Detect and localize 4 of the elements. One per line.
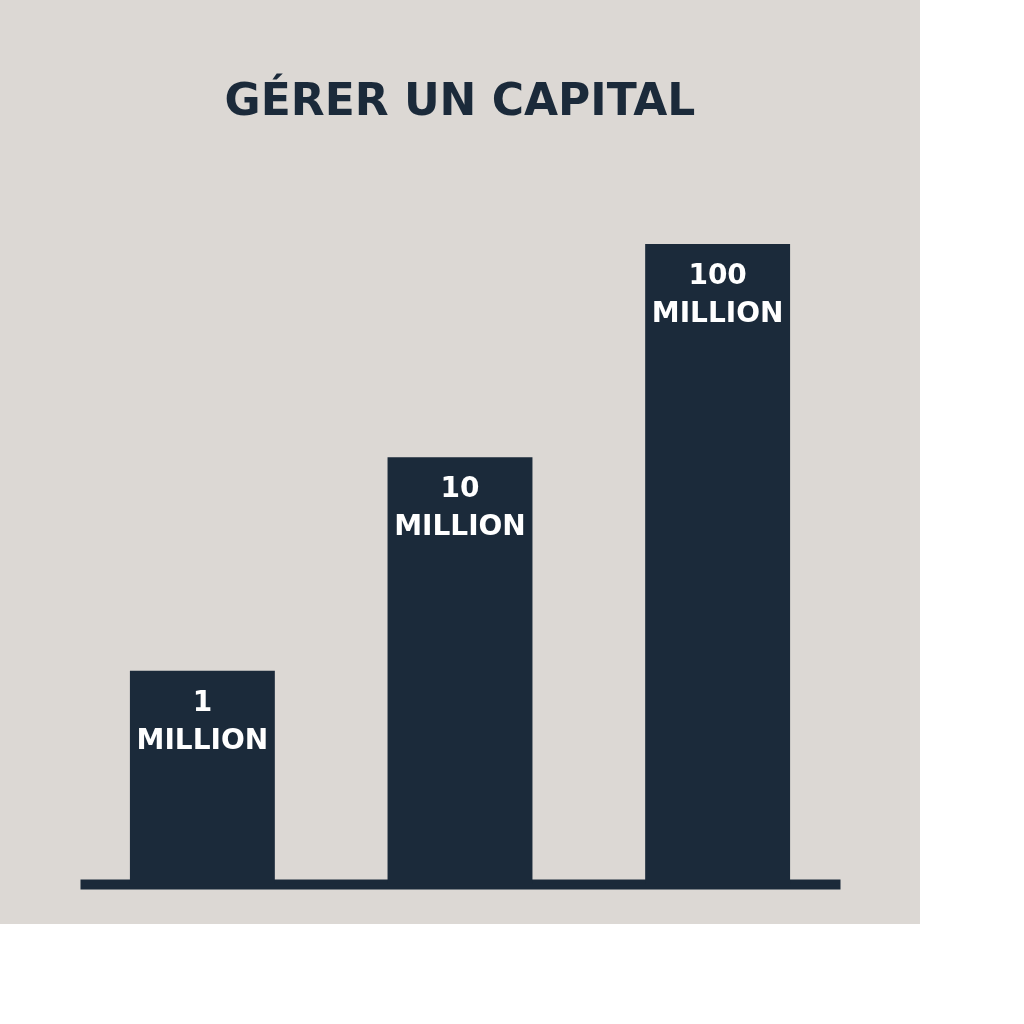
data-label: 100 MILLION: [651, 258, 784, 329]
data-label: 1 MILLION: [136, 684, 269, 756]
data-label: 10 MILLION: [394, 471, 526, 543]
chart-title: GÉRER UN CAPITAL: [224, 73, 696, 125]
